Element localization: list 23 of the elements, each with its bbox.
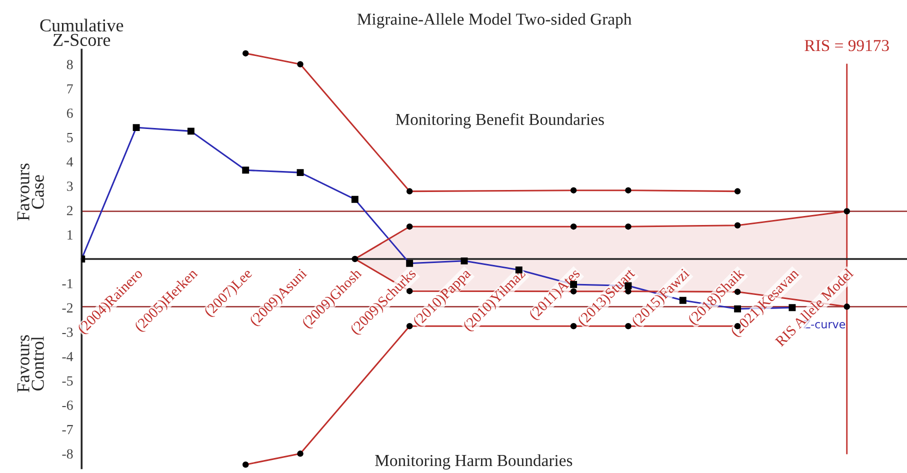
y-tick-label: 5: [67, 133, 73, 142]
y-tick-label: 2: [66, 206, 73, 216]
y-tick-label: -8: [62, 449, 73, 459]
y-tick-label: 4: [66, 157, 74, 166]
y-tick-label: 8: [66, 60, 73, 70]
y-tick-label: 3: [67, 182, 73, 191]
annotation: Monitoring Harm Boundaries: [375, 454, 572, 470]
y-tick-label: 6: [66, 108, 73, 118]
chart-title: Migraine-Allele Model Two-sided Graph: [357, 13, 632, 28]
y-tick-label: 7: [67, 84, 73, 94]
text: Favours Control: [17, 335, 44, 392]
y-tick-label: -1: [62, 278, 72, 288]
ref-line-label: RIS = 99173: [804, 40, 889, 52]
y-tick-label: -3: [62, 328, 73, 337]
y-tick-label: -2: [62, 303, 73, 312]
y-tick-label: -6: [62, 400, 73, 410]
y-tick-label: 1: [68, 230, 72, 240]
text: Favours Case: [17, 164, 44, 221]
y-axis-title: Cumulative Z-Score: [40, 18, 124, 46]
y-tick-label: -4: [62, 352, 74, 362]
annotation: Monitoring Benefit Boundaries: [396, 113, 604, 128]
y-tick-label: -5: [62, 376, 73, 386]
y-tick-label: -7: [62, 425, 73, 434]
